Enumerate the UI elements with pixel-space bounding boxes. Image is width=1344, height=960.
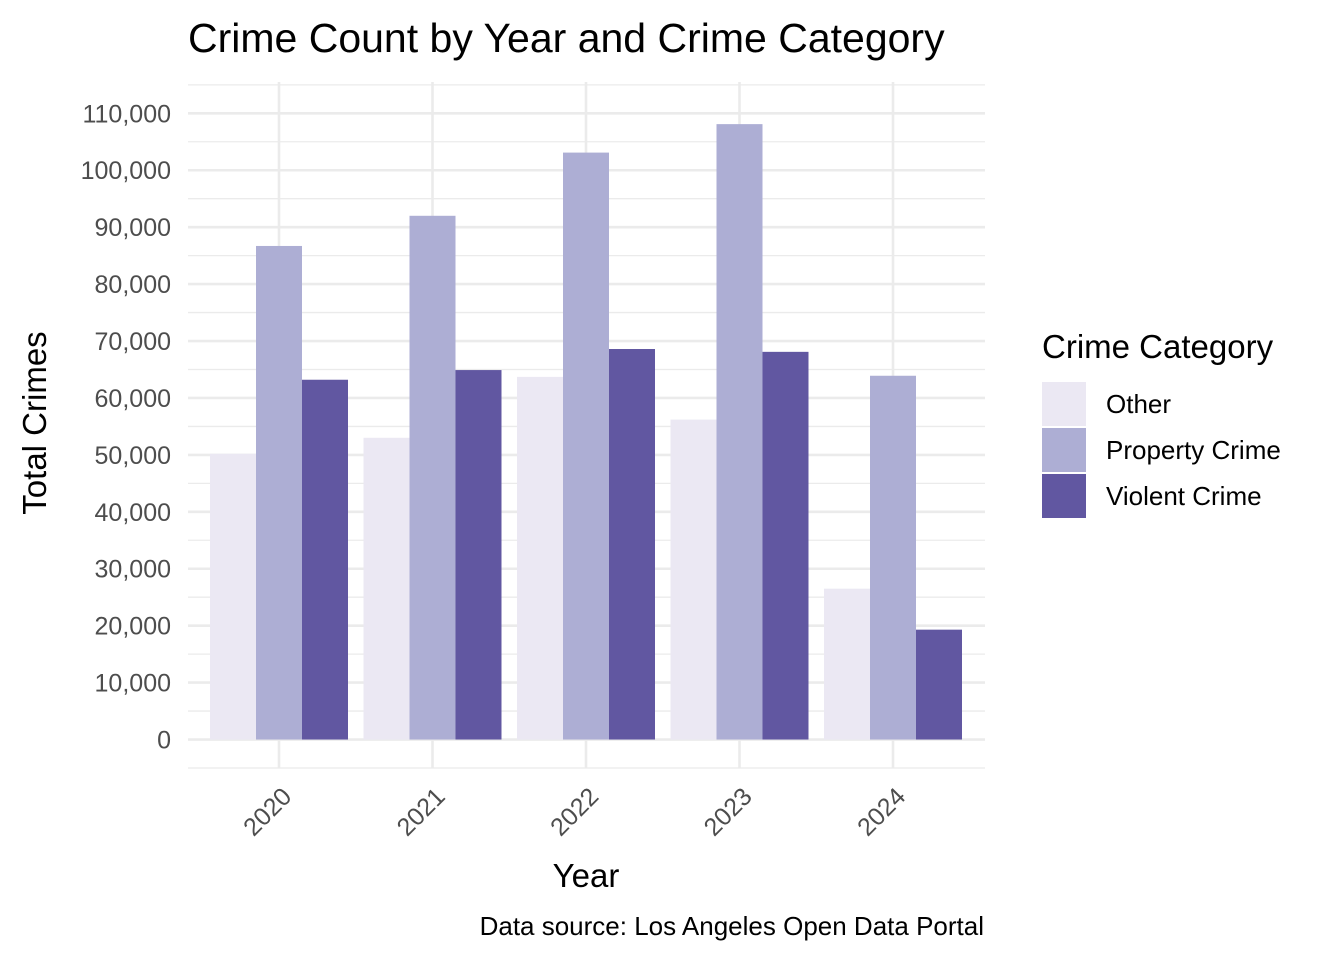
x-axis-ticks: 2020 2021 2022 2023 2024	[238, 782, 911, 841]
y-tick-label: 30,000	[95, 556, 171, 584]
legend-key-violent-crime	[1042, 474, 1086, 518]
bar-other-2021	[363, 437, 410, 740]
y-axis-title: Total Crimes	[16, 331, 53, 514]
legend-title: Crime Category	[1042, 328, 1274, 365]
bar-property-crime-2022	[563, 152, 609, 740]
x-axis-title: Year	[553, 857, 620, 894]
bar-other-2020	[210, 453, 256, 740]
legend-label-violent-crime: Violent Crime	[1106, 481, 1262, 511]
bar-other-2022	[517, 376, 563, 740]
bar-property-crime-2020	[256, 245, 302, 740]
bars	[210, 124, 962, 740]
bar-other-2023	[670, 419, 717, 740]
chart-title: Crime Count by Year and Crime Category	[188, 15, 945, 61]
bar-violent-crime-2024	[916, 629, 962, 740]
bar-other-2024	[824, 588, 870, 740]
legend-label-other: Other	[1106, 389, 1171, 419]
y-tick-label: 110,000	[82, 100, 171, 128]
y-tick-label: 40,000	[95, 499, 171, 527]
y-tick-label: 20,000	[95, 613, 171, 641]
y-tick-label: 50,000	[95, 442, 171, 470]
y-tick-label: 60,000	[95, 385, 171, 413]
y-tick-label: 0	[157, 727, 171, 755]
bar-property-crime-2021	[409, 215, 456, 740]
y-tick-label: 100,000	[81, 157, 171, 185]
x-tick-label: 2024	[852, 782, 911, 841]
x-tick-label: 2020	[238, 782, 297, 841]
legend-key-property-crime	[1042, 428, 1086, 472]
legend-label-property-crime: Property Crime	[1106, 435, 1281, 465]
x-tick-label: 2022	[545, 782, 604, 841]
y-tick-label: 70,000	[95, 328, 171, 356]
bar-violent-crime-2022	[609, 348, 655, 740]
bar-violent-crime-2020	[302, 379, 348, 740]
y-tick-label: 10,000	[95, 670, 171, 698]
data-source-caption: Data source: Los Angeles Open Data Porta…	[480, 911, 984, 941]
legend-items: Other Property Crime Violent Crime	[1042, 382, 1281, 518]
y-axis-ticks: 0 10,000 20,000 30,000 40,000 50,000 60,000 70,…	[81, 100, 171, 754]
legend-key-other	[1042, 382, 1086, 426]
y-tick-label: 80,000	[95, 271, 171, 299]
y-tick-label: 90,000	[95, 214, 171, 242]
legend: Crime Category Other Property Crime Violen…	[1042, 328, 1281, 518]
bar-property-crime-2024	[870, 375, 916, 740]
bar-property-crime-2023	[716, 124, 763, 740]
bar-violent-crime-2023	[762, 351, 809, 740]
x-tick-label: 2023	[699, 782, 758, 841]
x-tick-label: 2021	[392, 782, 451, 841]
bar-violent-crime-2021	[455, 370, 502, 740]
